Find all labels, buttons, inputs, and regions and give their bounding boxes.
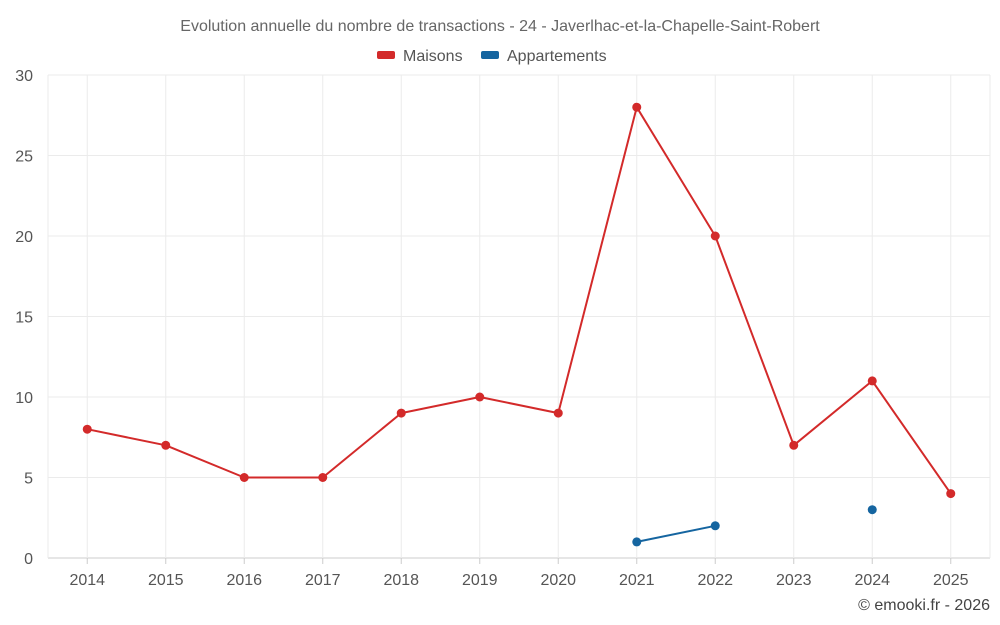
chart-title: Evolution annuelle du nombre de transact…: [180, 18, 820, 35]
y-tick-label: 25: [15, 149, 33, 166]
x-tick-label: 2015: [148, 572, 184, 589]
x-tick-label: 2024: [854, 572, 890, 589]
x-tick-label: 2017: [305, 572, 341, 589]
series-line-maisons: [87, 106, 952, 495]
data-point-maisons-2014[interactable]: [82, 424, 92, 434]
legend: Maisons Appartements: [377, 48, 607, 65]
series-line-appartements: [636, 524, 716, 543]
data-point-appartements-2024[interactable]: [867, 505, 877, 515]
data-point-maisons-2019[interactable]: [475, 392, 485, 402]
data-point-maisons-2017[interactable]: [318, 473, 328, 482]
data-point-maisons-2021[interactable]: [632, 102, 642, 112]
credit: © emooki.fr - 2026: [858, 597, 990, 614]
series-appartements: [632, 505, 877, 547]
legend-swatch-maisons: [377, 51, 395, 59]
legend-item-appartements[interactable]: Appartements: [481, 48, 607, 65]
legend-item-maisons[interactable]: Maisons: [377, 48, 463, 65]
y-axis-ticks: 0 5 10 15 20 25 30: [15, 68, 33, 568]
data-point-maisons-2018[interactable]: [396, 408, 406, 418]
x-tick-label: 2018: [383, 572, 419, 589]
y-tick-label: 20: [15, 229, 33, 246]
x-tick-label: 2019: [462, 572, 498, 589]
data-point-maisons-2023[interactable]: [789, 440, 799, 450]
x-tick-label: 2021: [619, 572, 655, 589]
x-tick-label: 2016: [226, 572, 262, 589]
x-tick-label: 2014: [69, 572, 105, 589]
y-tick-label: 10: [15, 390, 33, 407]
data-point-maisons-2025[interactable]: [946, 489, 956, 499]
y-tick-label: 0: [24, 551, 33, 568]
data-point-appartements-2021[interactable]: [632, 537, 642, 547]
y-tick-label: 15: [15, 310, 33, 327]
data-point-maisons-2024[interactable]: [867, 376, 877, 386]
data-point-maisons-2016[interactable]: [239, 473, 249, 482]
legend-label-maisons: Maisons: [403, 48, 463, 65]
series: [82, 102, 956, 547]
x-tick-label: 2023: [776, 572, 812, 589]
x-tick-label: 2022: [697, 572, 733, 589]
grid: [47, 74, 991, 559]
data-point-maisons-2020[interactable]: [553, 408, 563, 418]
y-tick-label: 5: [24, 471, 33, 488]
series-maisons: [82, 102, 956, 499]
y-tick-label: 30: [15, 68, 33, 85]
data-point-maisons-2015[interactable]: [161, 440, 171, 450]
x-axis-ticks: 2014 2015 2016 2017 2018 2019 2020 2021 2022 2023…: [69, 558, 969, 589]
x-tick-label: 2020: [540, 572, 576, 589]
legend-swatch-appartements: [481, 51, 499, 59]
x-tick-label: 2025: [933, 572, 969, 589]
legend-label-appartements: Appartements: [507, 48, 607, 65]
data-point-appartements-2022[interactable]: [710, 521, 720, 531]
data-point-maisons-2022[interactable]: [710, 231, 720, 241]
